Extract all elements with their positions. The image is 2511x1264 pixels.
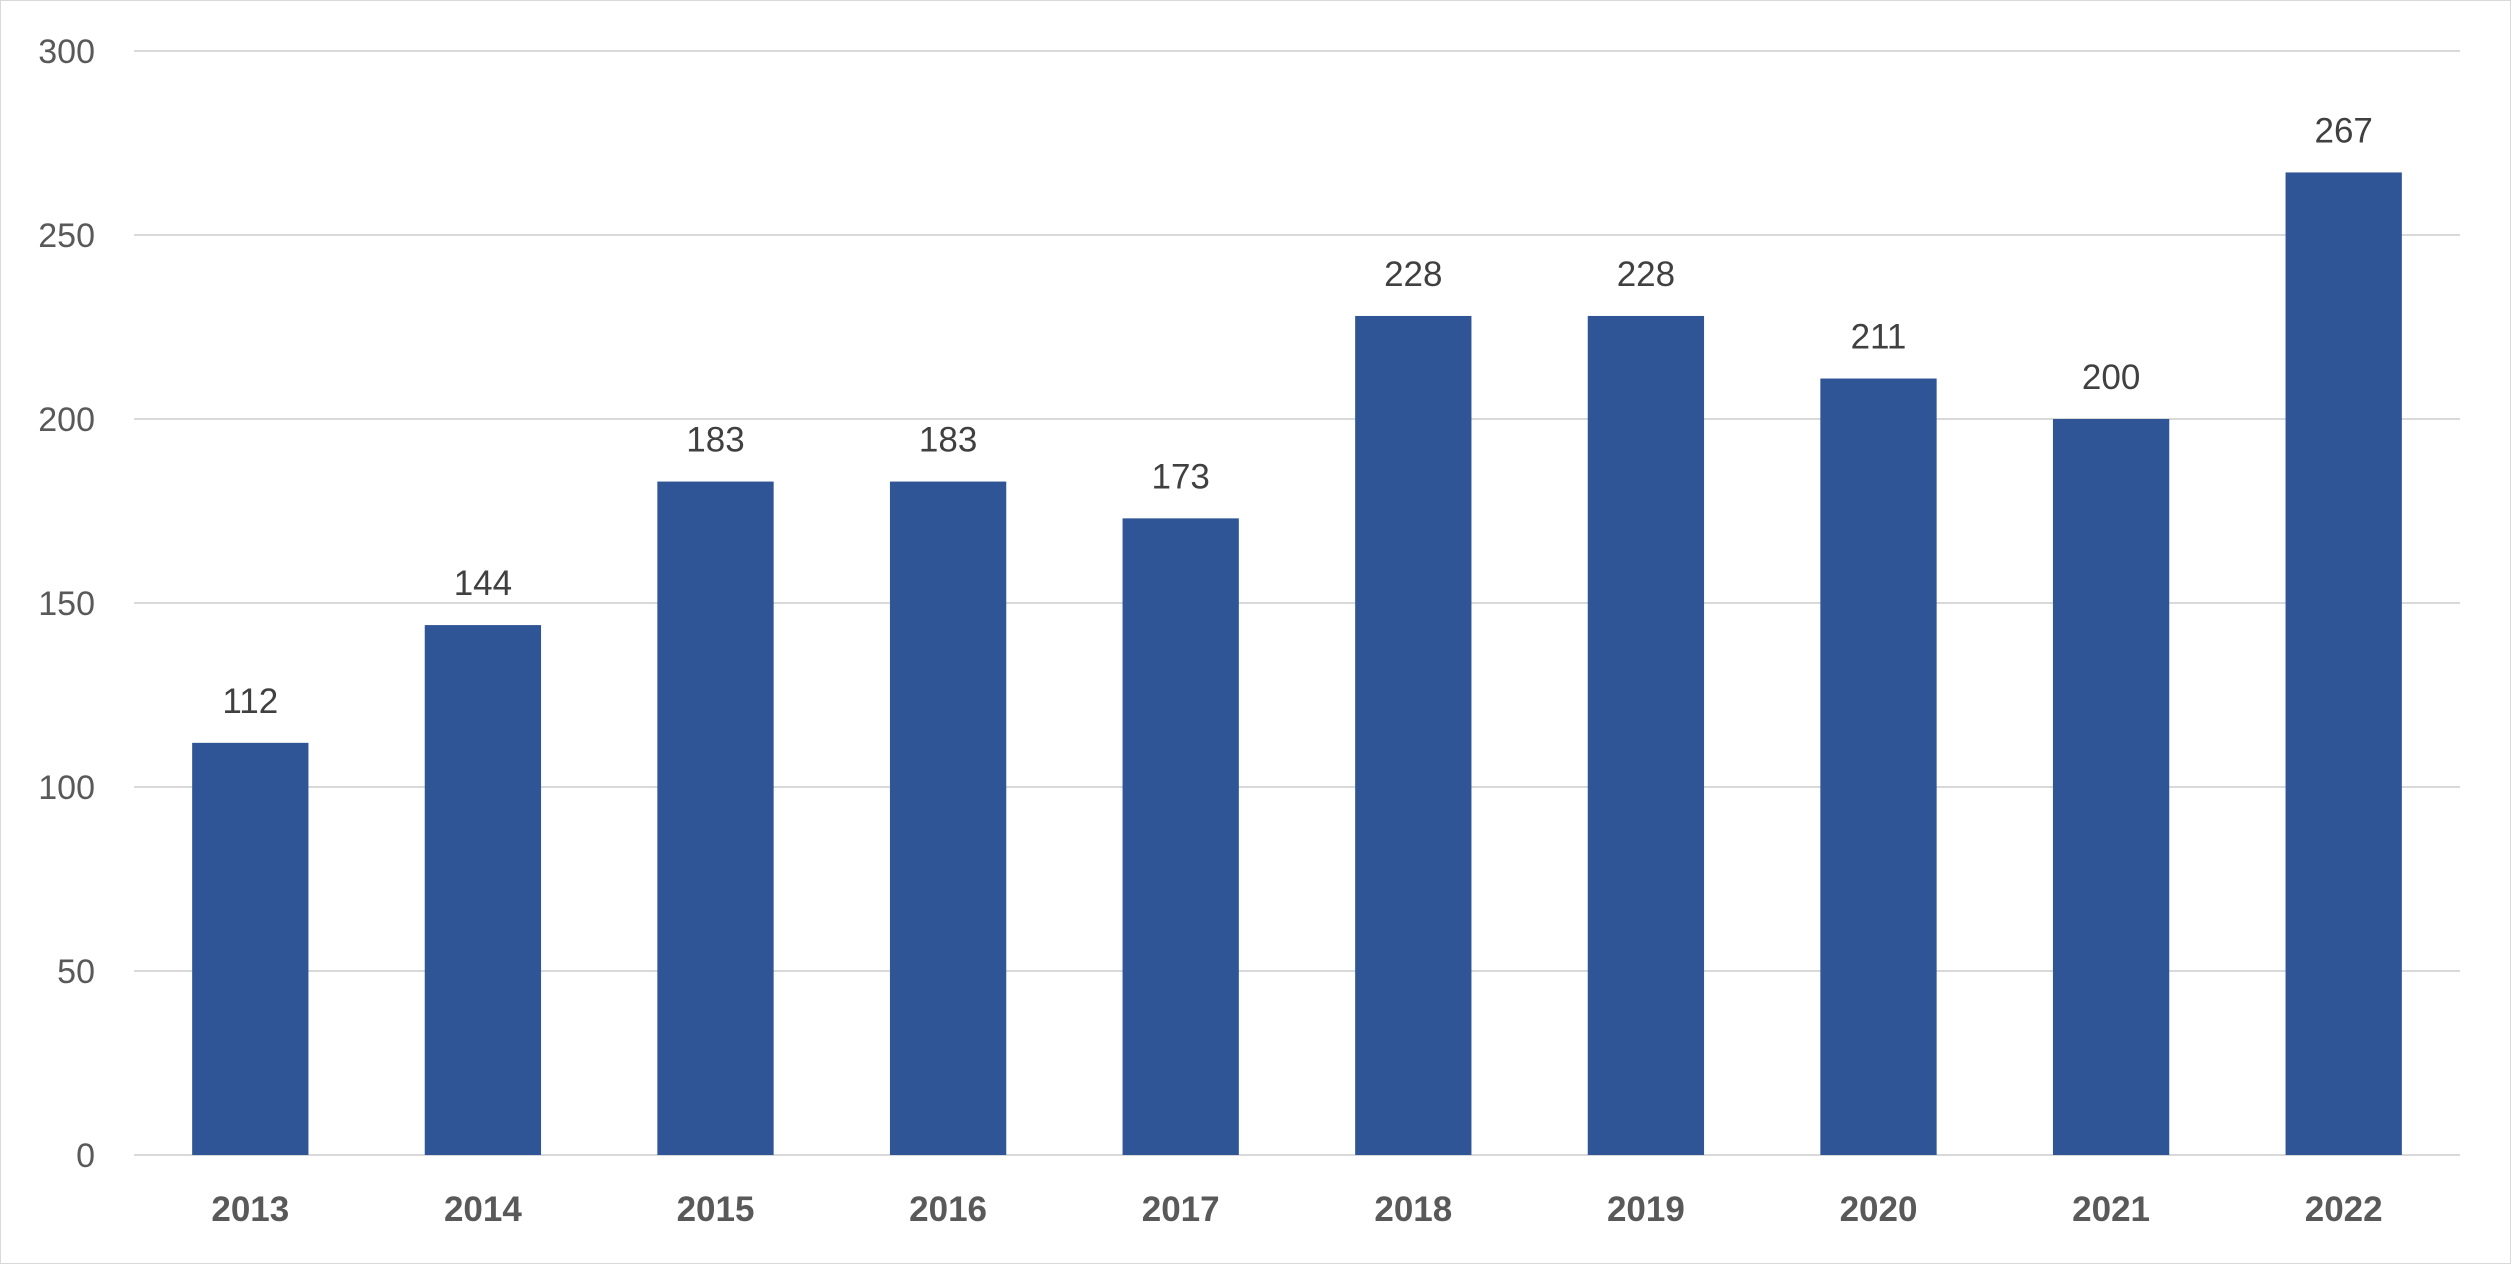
x-tick-label: 2019 (1607, 1190, 1685, 1229)
bar (1587, 315, 1705, 1156)
data-label: 267 (2314, 111, 2372, 150)
x-tick-label: 2021 (2072, 1190, 2150, 1229)
data-label: 144 (454, 564, 512, 603)
x-tick-label: 2020 (1840, 1190, 1918, 1229)
bar (424, 625, 542, 1155)
data-labels: 112 144 183 183 173 228 228 211 200 267 (222, 111, 2373, 720)
x-tick-label: 2013 (211, 1190, 289, 1229)
data-label: 211 (1851, 318, 1907, 357)
bar (1820, 378, 1937, 1155)
bar (1122, 518, 1239, 1155)
data-label: 183 (919, 421, 977, 460)
bar (192, 742, 309, 1155)
bars (192, 172, 2402, 1156)
data-label: 228 (1384, 255, 1442, 294)
y-tick-label: 250 (38, 217, 95, 255)
bar (1355, 315, 1472, 1156)
y-tick-label: 0 (76, 1137, 95, 1175)
bar (2285, 172, 2402, 1155)
y-tick-label: 300 (38, 33, 95, 71)
y-tick-label: 200 (38, 401, 95, 439)
bar (2052, 419, 2170, 1155)
x-tick-label: 2018 (1374, 1190, 1452, 1229)
x-axis-category-labels: 2013 2014 2015 2016 2017 2018 2019 2020 2021 2022 (211, 1190, 2382, 1229)
data-label: 200 (2082, 358, 2140, 397)
data-label: 183 (686, 421, 744, 460)
data-label: 173 (1151, 457, 1209, 496)
data-label: 228 (1617, 255, 1675, 294)
x-tick-label: 2017 (1142, 1190, 1220, 1229)
y-tick-label: 50 (57, 953, 95, 991)
x-tick-label: 2015 (677, 1190, 755, 1229)
bar (889, 481, 1007, 1155)
y-tick-label: 100 (38, 769, 95, 807)
data-label: 112 (222, 682, 278, 721)
y-axis-tick-labels: 0 50 100 150 200 250 300 (38, 33, 95, 1175)
y-tick-label: 150 (38, 585, 95, 623)
bar (657, 481, 774, 1155)
x-tick-label: 2022 (2305, 1190, 2383, 1229)
x-tick-label: 2014 (444, 1190, 522, 1229)
x-tick-label: 2016 (909, 1190, 987, 1229)
